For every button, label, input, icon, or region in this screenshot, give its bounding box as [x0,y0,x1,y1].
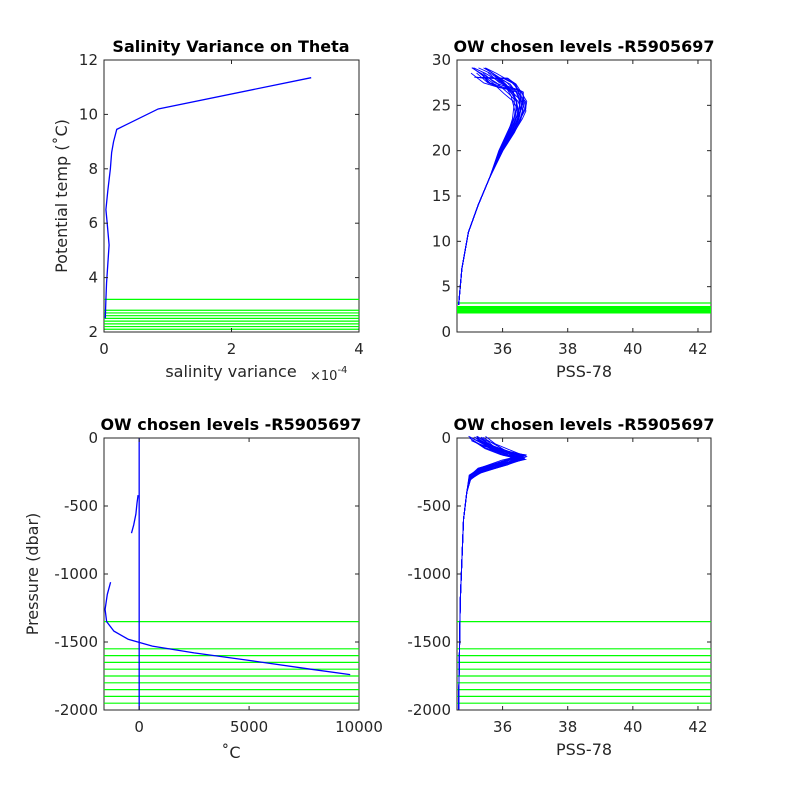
y-tick-label: -500 [417,497,451,515]
y-ticks: 0 5 10 15 20 25 30 [432,51,711,341]
x-tick-label: 36 [493,718,512,736]
y-tick-label: 0 [441,323,451,341]
series-line [104,77,312,319]
y-tick-label: -1500 [407,633,451,651]
x-ticks: 0 2 4 [99,60,364,358]
series-line [104,581,351,676]
x-tick-label: 5000 [230,718,268,736]
x-tick-label: 0 [99,340,109,358]
series-group [104,77,312,319]
x-tick-label: 40 [623,718,642,736]
plot-frame [103,59,360,333]
y-tick-label: 25 [432,96,451,114]
y-ticks: 0 -500 -1000 -1500 -2000 [54,429,359,719]
y-tick-label: 2 [88,323,98,341]
series-line [130,495,139,534]
y-tick-label: 20 [432,142,451,160]
level-lines [457,302,711,314]
series-group [458,67,528,305]
x-tick-label: 42 [688,718,707,736]
profile-line [458,67,528,305]
x-tick-label: 10000 [335,718,383,736]
y-tick-label: 10 [432,232,451,250]
x-axis-label: ˚C [221,743,240,762]
y-axis-label: Pressure (dbar) [23,513,42,636]
y-tick-label: -1000 [407,565,451,583]
panel-theta-vs-salinity: 36 38 40 42 0 5 10 15 20 25 30 OW chosen levels -… [432,37,715,381]
y-tick-label: -2000 [54,701,98,719]
x-ticks: 0 5000 10000 [134,438,383,736]
series-group [104,438,351,710]
y-tick-label: -1000 [54,565,98,583]
panel-pressure-vs-salinity: 36 38 40 42 0 -500 -1000 -1500 -2000 OW chosen … [407,415,714,759]
y-tick-label: -500 [64,497,98,515]
x-multiplier-exponent: -4 [337,365,347,376]
x-tick-label: 42 [688,340,707,358]
x-tick-label: 2 [227,340,237,358]
y-tick-label: -2000 [407,701,451,719]
x-ticks: 36 38 40 42 [493,438,708,736]
panel-pressure-vs-temp: 0 5000 10000 0 -500 -1000 -1500 -2000 OW chose… [23,415,383,762]
y-tick-label: 10 [79,105,98,123]
y-tick-label: 6 [88,214,98,232]
x-axis-multiplier: ×10-4 [310,365,347,384]
x-tick-label: 38 [558,340,577,358]
x-tick-label: 38 [558,718,577,736]
level-lines [457,620,711,704]
level-lines [104,620,359,704]
plot-frame [456,437,712,711]
y-tick-label: 12 [79,51,98,69]
chart-title: OW chosen levels -R5905697 [453,415,714,434]
chart-title: OW chosen levels -R5905697 [100,415,361,434]
x-axis-label: salinity variance [165,362,296,381]
y-tick-label: 8 [88,160,98,178]
y-tick-label: 5 [441,278,451,296]
y-tick-label: 4 [88,269,98,287]
y-tick-label: 30 [432,51,451,69]
series-group [458,435,528,711]
x-ticks: 36 38 40 42 [493,60,708,358]
y-ticks: 2 4 6 8 10 12 [79,51,359,341]
plot-frame [103,437,360,711]
y-ticks: 0 -500 -1000 -1500 -2000 [407,429,711,719]
chart-title: Salinity Variance on Theta [112,37,349,56]
profile-line [458,439,526,711]
plot-frame [456,59,712,333]
chart-title: OW chosen levels -R5905697 [453,37,714,56]
y-tick-label: -1500 [54,633,98,651]
y-axis-label: Potential temp (˚C) [52,119,71,273]
y-tick-label: 0 [441,429,451,447]
x-axis-label: PSS-78 [556,740,612,759]
x-tick-label: 40 [623,340,642,358]
x-tick-label: 0 [134,718,144,736]
y-tick-label: 0 [88,429,98,447]
x-axis-label: PSS-78 [556,362,612,381]
x-multiplier-base: ×10 [310,369,337,384]
y-tick-label: 15 [432,187,451,205]
x-tick-label: 4 [354,340,364,358]
x-tick-label: 36 [493,340,512,358]
